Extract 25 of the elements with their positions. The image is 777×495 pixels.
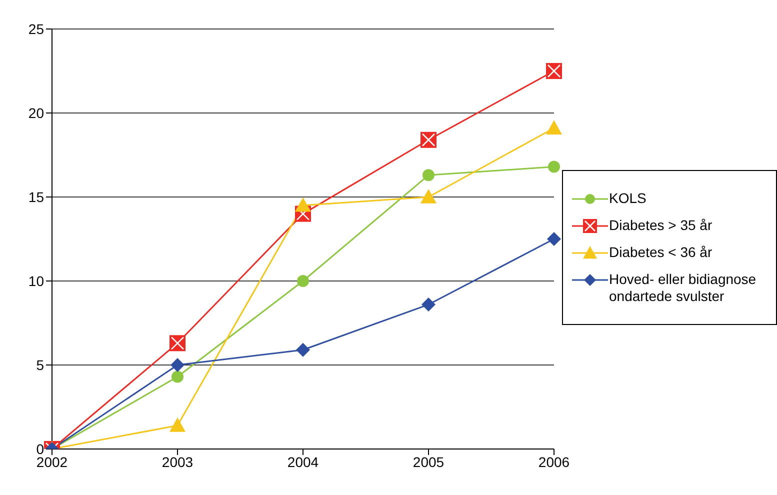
y-tick-label: 20	[28, 104, 44, 121]
point	[296, 342, 310, 357]
legend-label: Diabetes < 36 år	[609, 244, 712, 261]
y-tick-label: 10	[28, 272, 44, 289]
point	[297, 275, 309, 287]
x-tick-label: 2006	[538, 454, 570, 470]
point	[172, 370, 184, 383]
point	[422, 169, 434, 182]
x-tick-label: 2004	[287, 454, 319, 470]
point	[170, 417, 186, 432]
point	[420, 189, 436, 204]
legend-label: KOLS	[609, 190, 646, 207]
x-tick-label: 2003	[162, 454, 194, 470]
point	[546, 120, 562, 135]
point	[422, 298, 436, 312]
point	[548, 160, 560, 173]
point	[170, 358, 184, 372]
y-tick-label: 25	[28, 20, 44, 37]
legend-label: Diabetes > 35 år	[609, 217, 712, 234]
legend-label: Hoved- eller bidiagnose ondartede svulster	[609, 271, 758, 305]
x-tick-label: 2005	[412, 454, 444, 470]
point	[547, 232, 561, 246]
y-tick-label: 15	[28, 188, 44, 205]
y-tick-label: 5	[36, 356, 44, 373]
point	[295, 197, 311, 212]
